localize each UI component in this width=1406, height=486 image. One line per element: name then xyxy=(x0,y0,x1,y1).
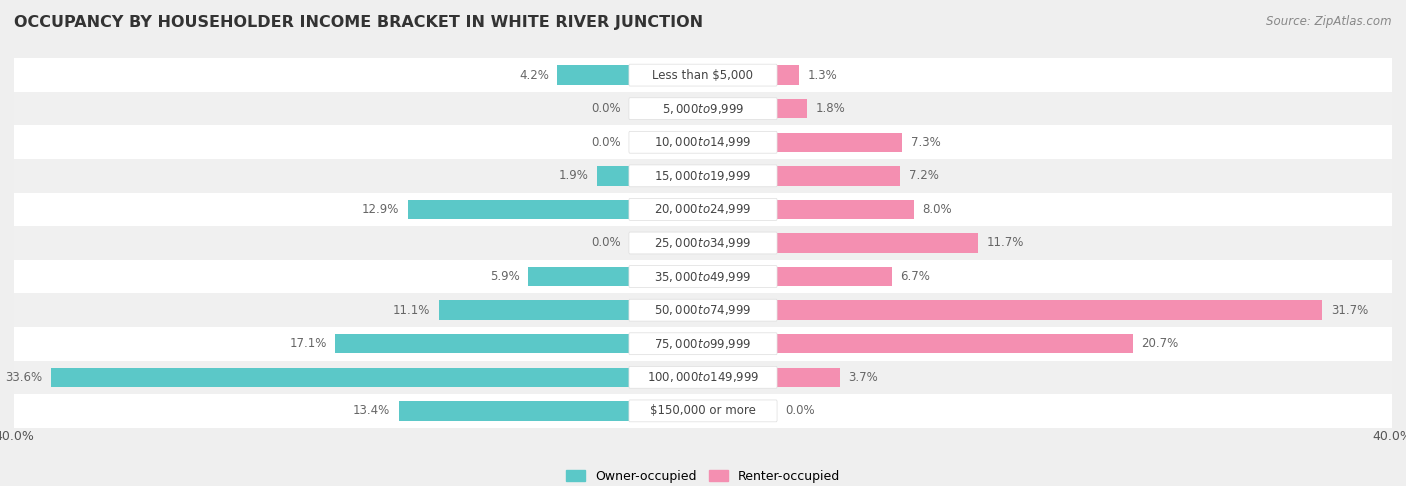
Text: $15,000 to $19,999: $15,000 to $19,999 xyxy=(654,169,752,183)
FancyBboxPatch shape xyxy=(14,260,1392,294)
Text: 11.7%: 11.7% xyxy=(987,237,1024,249)
Text: 3.7%: 3.7% xyxy=(849,371,879,384)
FancyBboxPatch shape xyxy=(628,98,778,120)
Bar xyxy=(776,233,977,253)
Bar xyxy=(529,267,630,286)
Text: 11.1%: 11.1% xyxy=(392,304,430,317)
Text: 1.9%: 1.9% xyxy=(558,169,589,182)
Text: 31.7%: 31.7% xyxy=(1331,304,1368,317)
FancyBboxPatch shape xyxy=(14,58,1392,92)
FancyBboxPatch shape xyxy=(628,299,778,321)
Text: 5.9%: 5.9% xyxy=(489,270,520,283)
Text: $100,000 to $149,999: $100,000 to $149,999 xyxy=(647,370,759,384)
Bar xyxy=(335,334,630,353)
Bar xyxy=(776,133,901,152)
Text: 1.3%: 1.3% xyxy=(807,69,837,82)
Text: 17.1%: 17.1% xyxy=(290,337,326,350)
FancyBboxPatch shape xyxy=(628,232,778,254)
FancyBboxPatch shape xyxy=(14,327,1392,361)
FancyBboxPatch shape xyxy=(628,165,778,187)
Bar xyxy=(776,66,799,85)
Text: $35,000 to $49,999: $35,000 to $49,999 xyxy=(654,270,752,283)
FancyBboxPatch shape xyxy=(628,198,778,220)
FancyBboxPatch shape xyxy=(14,394,1392,428)
Bar xyxy=(776,367,839,387)
FancyBboxPatch shape xyxy=(14,125,1392,159)
Text: 8.0%: 8.0% xyxy=(922,203,952,216)
FancyBboxPatch shape xyxy=(14,192,1392,226)
Text: 0.0%: 0.0% xyxy=(592,237,621,249)
Text: 1.8%: 1.8% xyxy=(815,102,845,115)
Bar xyxy=(776,334,1133,353)
Text: 0.0%: 0.0% xyxy=(785,404,814,417)
Text: 7.3%: 7.3% xyxy=(911,136,941,149)
Text: $10,000 to $14,999: $10,000 to $14,999 xyxy=(654,135,752,149)
Bar xyxy=(598,166,630,186)
Bar xyxy=(408,200,630,219)
Bar xyxy=(776,200,914,219)
Text: 33.6%: 33.6% xyxy=(6,371,42,384)
Text: $75,000 to $99,999: $75,000 to $99,999 xyxy=(654,337,752,351)
Bar xyxy=(776,267,891,286)
FancyBboxPatch shape xyxy=(628,131,778,153)
Bar xyxy=(51,367,630,387)
FancyBboxPatch shape xyxy=(628,366,778,388)
Text: 4.2%: 4.2% xyxy=(519,69,548,82)
Bar xyxy=(776,166,900,186)
FancyBboxPatch shape xyxy=(628,266,778,288)
Text: $5,000 to $9,999: $5,000 to $9,999 xyxy=(662,102,744,116)
Text: OCCUPANCY BY HOUSEHOLDER INCOME BRACKET IN WHITE RIVER JUNCTION: OCCUPANCY BY HOUSEHOLDER INCOME BRACKET … xyxy=(14,15,703,30)
Legend: Owner-occupied, Renter-occupied: Owner-occupied, Renter-occupied xyxy=(561,465,845,486)
Text: 20.7%: 20.7% xyxy=(1142,337,1178,350)
Text: $150,000 or more: $150,000 or more xyxy=(650,404,756,417)
FancyBboxPatch shape xyxy=(14,361,1392,394)
Text: 13.4%: 13.4% xyxy=(353,404,391,417)
FancyBboxPatch shape xyxy=(14,92,1392,125)
Bar xyxy=(776,99,807,119)
Text: 0.0%: 0.0% xyxy=(592,102,621,115)
Text: Source: ZipAtlas.com: Source: ZipAtlas.com xyxy=(1267,15,1392,28)
FancyBboxPatch shape xyxy=(628,333,778,355)
Bar xyxy=(399,401,630,420)
FancyBboxPatch shape xyxy=(628,64,778,86)
Text: 6.7%: 6.7% xyxy=(900,270,931,283)
FancyBboxPatch shape xyxy=(628,400,778,422)
FancyBboxPatch shape xyxy=(14,226,1392,260)
Text: $50,000 to $74,999: $50,000 to $74,999 xyxy=(654,303,752,317)
Text: 7.2%: 7.2% xyxy=(908,169,939,182)
FancyBboxPatch shape xyxy=(14,294,1392,327)
FancyBboxPatch shape xyxy=(14,159,1392,192)
Text: Less than $5,000: Less than $5,000 xyxy=(652,69,754,82)
Bar xyxy=(439,300,630,320)
Bar xyxy=(776,300,1322,320)
Bar xyxy=(557,66,630,85)
Text: 0.0%: 0.0% xyxy=(592,136,621,149)
Text: $20,000 to $24,999: $20,000 to $24,999 xyxy=(654,203,752,216)
Text: 12.9%: 12.9% xyxy=(361,203,399,216)
Text: $25,000 to $34,999: $25,000 to $34,999 xyxy=(654,236,752,250)
